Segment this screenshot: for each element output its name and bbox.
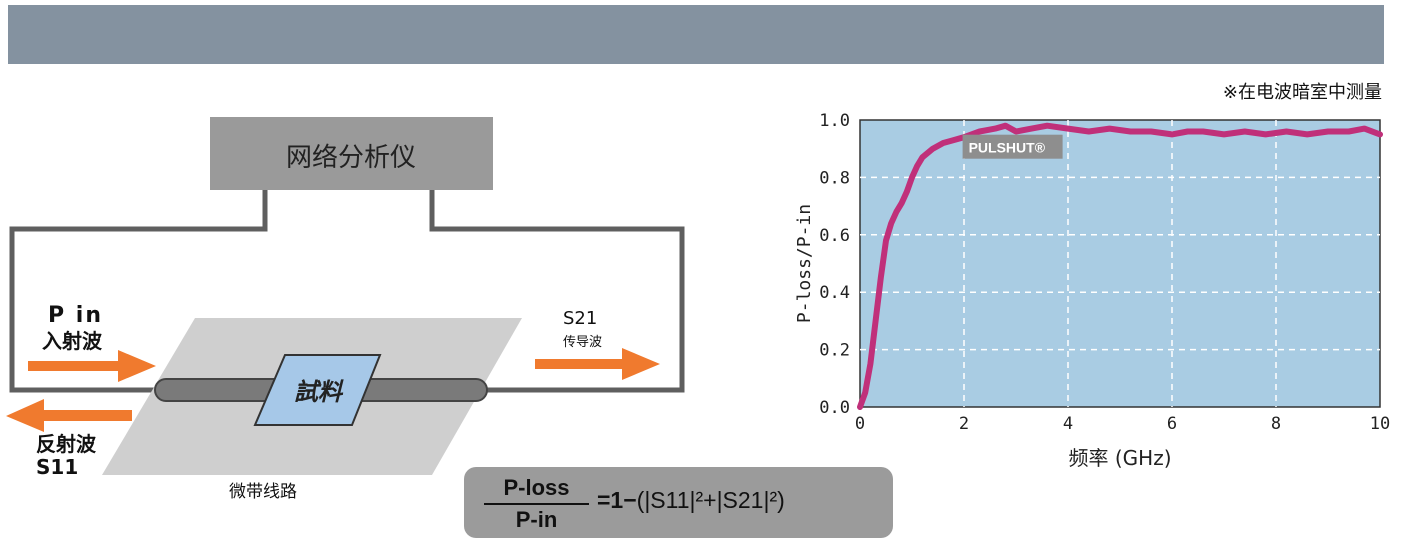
sample-label: 試料	[294, 378, 344, 406]
transmitted-wave-label: 传导波	[563, 335, 602, 350]
y-tick-label: 0.6	[819, 226, 850, 246]
y-tick-label: 1.0	[819, 111, 850, 131]
formula-rhs: =1−(|S11|²+|S21|²)	[597, 487, 785, 514]
incident-arrow	[28, 350, 156, 382]
s11-label: S11	[36, 455, 78, 479]
x-tick-label: 6	[1167, 414, 1177, 434]
microstrip-label: 微带线路	[229, 482, 297, 502]
formula-box: P-loss P-in =1−(|S11|²+|S21|²)	[464, 467, 893, 538]
formula-denominator: P-in	[515, 507, 558, 532]
reflected-wave-label: 反射波	[36, 432, 97, 456]
loss-chart: 0.0 0.2 0.4 0.6 0.8 1.0 0 2 4 6 8 10 PULSHUT® P-lo…	[794, 111, 1390, 470]
y-tick-label: 0.4	[819, 283, 850, 303]
s21-label: S21	[563, 308, 597, 329]
sample-piece	[253, 354, 382, 426]
y-tick-label: 0.2	[819, 341, 850, 361]
x-tick-label: 10	[1370, 414, 1390, 434]
reflect-arrow	[6, 399, 132, 432]
grid-lines	[860, 120, 1380, 407]
plot-area	[859, 119, 1381, 408]
header-bar	[8, 5, 1384, 64]
y-tick-labels: 0.0 0.2 0.4 0.6 0.8 1.0	[819, 111, 850, 418]
y-tick-label: 0.8	[819, 168, 850, 188]
x-tick-labels: 0 2 4 6 8 10	[855, 414, 1390, 434]
cable-right	[429, 190, 685, 393]
network-analyzer-label: 网络分析仪	[286, 143, 416, 173]
x-tick-label: 2	[959, 414, 969, 434]
measurement-diagram: 网络分析仪 試料 P in 入射波 反射波 S11 S21 传导波 微带线路	[6, 117, 685, 502]
pulshut-badge: PULSHUT®	[962, 134, 1063, 159]
cable-left	[9, 190, 268, 393]
formula-equals-one: =1−	[597, 487, 637, 513]
pin-label: P in	[48, 303, 103, 328]
formula-numerator: P-loss	[484, 475, 589, 505]
formula-fraction: P-loss P-in	[484, 475, 589, 533]
transmit-arrow	[535, 348, 660, 380]
measurement-note: ※在电波暗室中测量	[1222, 82, 1382, 103]
series-line-pulshut	[857, 122, 1383, 410]
y-tick-label: 0.0	[819, 398, 850, 418]
network-analyzer-box	[210, 117, 493, 190]
x-tick-label: 4	[1063, 414, 1073, 434]
x-tick-label: 8	[1271, 414, 1281, 434]
x-tick-label: 0	[855, 414, 865, 434]
formula-s-params: (|S11|²+|S21|²)	[636, 487, 785, 513]
pulshut-annotation: PULSHUT®	[969, 140, 1046, 156]
incident-wave-label: 入射波	[42, 329, 103, 353]
x-axis-label: 频率 (GHz)	[1069, 446, 1172, 470]
y-axis-label: P-loss/P-in	[794, 204, 815, 323]
